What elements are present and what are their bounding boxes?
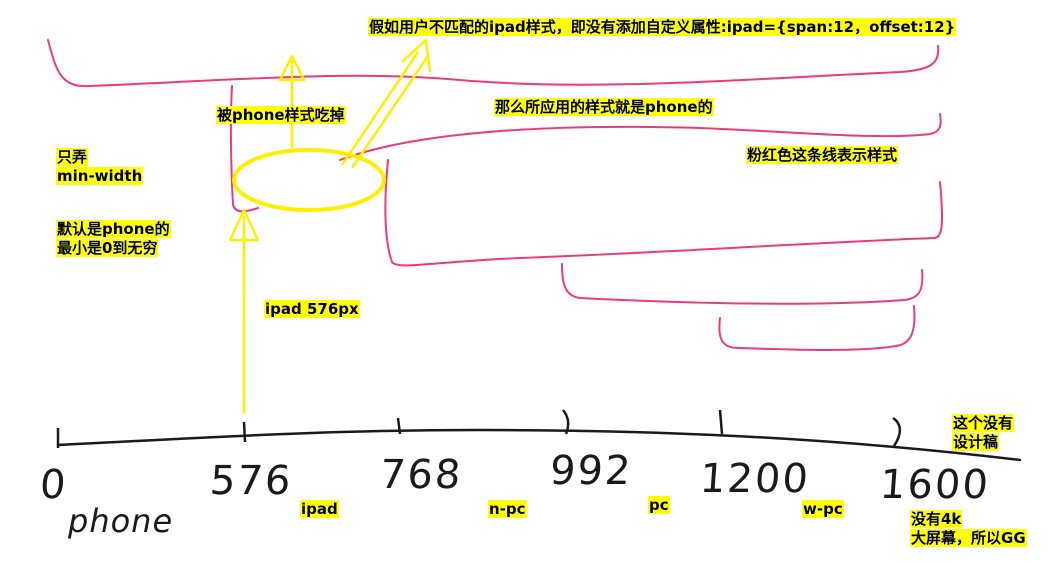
tick-label-576: 576 bbox=[208, 458, 294, 504]
zone-w-pc-label: w-pc bbox=[802, 500, 844, 519]
no-4k-line1: 没有4k bbox=[910, 510, 963, 528]
ipad-px-text: ipad 576px bbox=[264, 300, 360, 318]
top-note-text: 假如用户不匹配的ipad样式，即没有添加自定义属性:ipad={span:12，… bbox=[368, 18, 957, 36]
arrow-top-note-2 bbox=[350, 55, 430, 169]
tick-label-1600: 1600 bbox=[878, 462, 992, 508]
only-min-width-line2: min-width bbox=[56, 167, 144, 185]
ipad-px-label: ipad 576px bbox=[264, 300, 360, 319]
overlap-highlight-ellipse bbox=[232, 148, 386, 212]
applied-text: 那么所应用的样式就是phone的 bbox=[494, 98, 714, 116]
zone-w-pc-text: w-pc bbox=[802, 500, 844, 518]
arrow-576-head bbox=[228, 208, 260, 242]
no-design-line1: 这个没有 bbox=[952, 414, 1015, 432]
eaten-text: 被phone样式吃掉 bbox=[216, 106, 346, 124]
zone-ipad-label: ipad bbox=[300, 500, 339, 519]
zone-n-pc-text: n-pc bbox=[488, 500, 527, 518]
only-min-width-label: 只弄 min-width bbox=[56, 148, 144, 186]
axis-tick-1600 bbox=[892, 416, 902, 447]
arrow-top-note-head bbox=[401, 38, 432, 73]
pink-style-line-phone bbox=[47, 39, 940, 88]
eaten-label: 被phone样式吃掉 bbox=[216, 106, 346, 125]
zone-phone-handwritten: phone bbox=[68, 502, 174, 540]
zone-ipad-text: ipad bbox=[300, 500, 339, 518]
tick-label-768: 768 bbox=[378, 452, 464, 498]
tick-label-1200: 1200 bbox=[698, 456, 812, 502]
axis-tick-576 bbox=[242, 421, 247, 443]
tick-label-0: 0 bbox=[38, 462, 70, 508]
breakpoint-axis-line bbox=[56, 428, 1022, 462]
pink-style-line-n-pc bbox=[384, 159, 944, 267]
default-phone-line2: 最小是0到无穷 bbox=[56, 239, 159, 257]
zone-n-pc-label: n-pc bbox=[488, 500, 527, 519]
arrow-top-note-1 bbox=[340, 51, 420, 166]
zone-pc-label: pc bbox=[648, 496, 670, 515]
no-4k-line2: 大屏幕，所以GG bbox=[910, 529, 1027, 547]
pink-line-text: 粉红色这条线表示样式 bbox=[746, 146, 899, 164]
default-phone-label: 默认是phone的 最小是0到无穷 bbox=[56, 220, 171, 258]
pink-style-line-pc bbox=[561, 263, 924, 305]
only-min-width-line1: 只弄 bbox=[56, 148, 89, 166]
zone-pc-text: pc bbox=[648, 496, 670, 514]
pink-style-line-w-pc bbox=[718, 305, 916, 351]
no-design-line2: 设计稿 bbox=[952, 433, 1000, 451]
applied-label: 那么所应用的样式就是phone的 bbox=[494, 98, 714, 117]
pink-style-line-ipad bbox=[229, 85, 259, 213]
arrow-eaten-head bbox=[278, 54, 306, 82]
top-note-label: 假如用户不匹配的ipad样式，即没有添加自定义属性:ipad={span:12，… bbox=[368, 18, 957, 37]
pink-style-line-ipad-upper bbox=[339, 113, 942, 161]
no-design-label: 这个没有 设计稿 bbox=[952, 414, 1015, 452]
no-4k-label: 没有4k 大屏幕，所以GG bbox=[910, 510, 1027, 548]
axis-tick-768 bbox=[396, 417, 402, 435]
default-phone-line1: 默认是phone的 bbox=[56, 220, 171, 238]
tick-label-992: 992 bbox=[548, 448, 634, 494]
axis-tick-1200 bbox=[718, 409, 724, 435]
pink-line-label: 粉红色这条线表示样式 bbox=[746, 146, 899, 165]
axis-tick-992 bbox=[562, 409, 570, 435]
